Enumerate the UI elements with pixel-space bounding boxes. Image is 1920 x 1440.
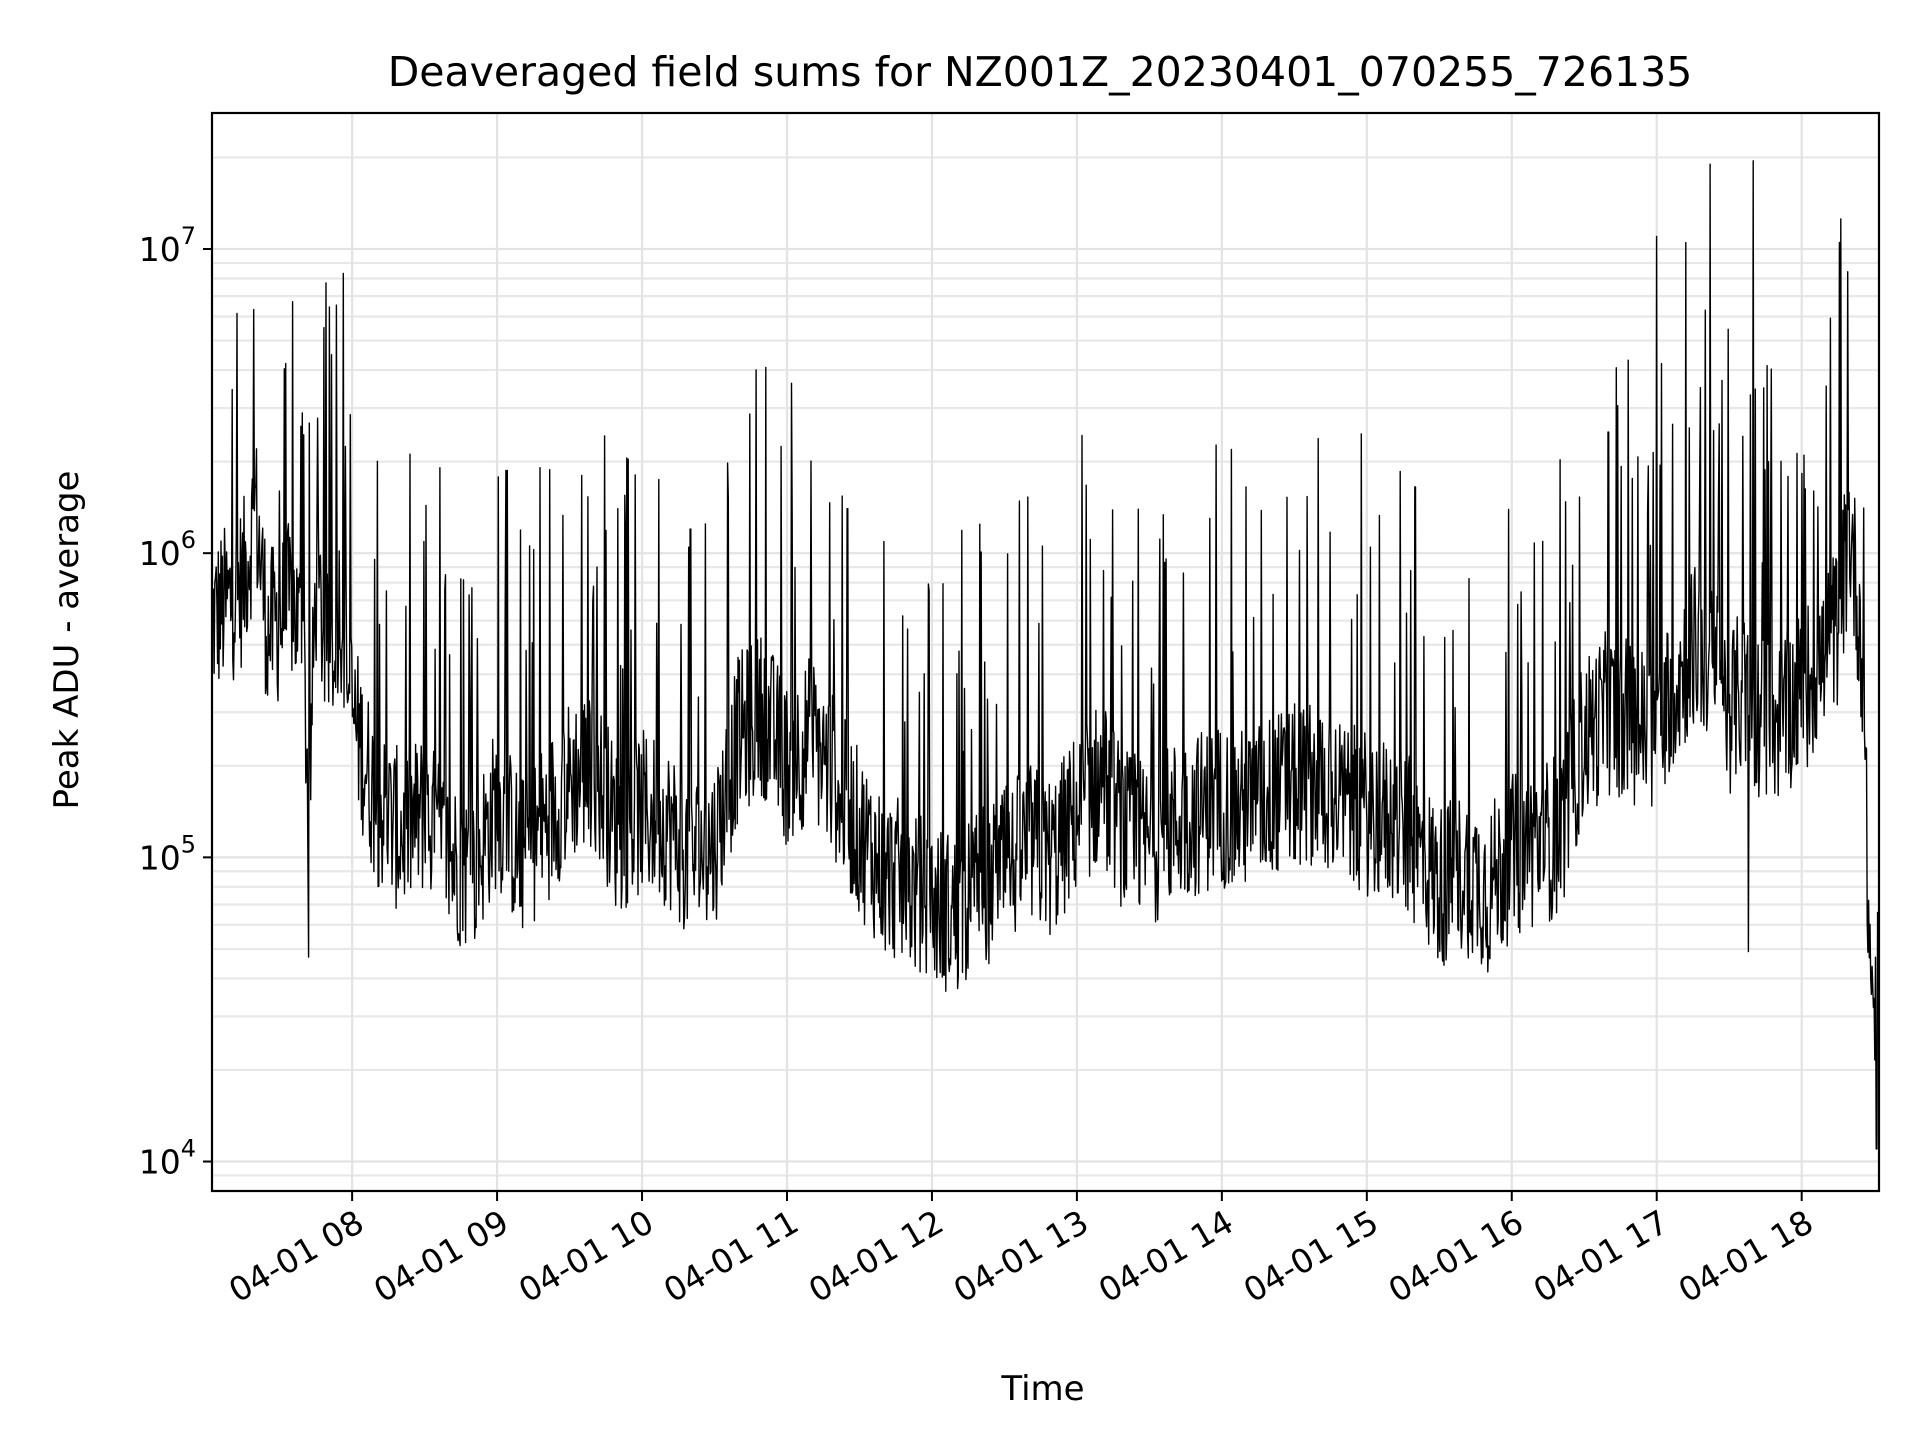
grid: [212, 113, 1879, 1193]
x-tick-label: 04-01 12: [802, 1202, 950, 1310]
x-tick-label: 04-01 16: [1382, 1202, 1530, 1310]
x-tick-label: 04-01 10: [512, 1202, 660, 1310]
y-axis-label: Peak ADU - average: [47, 471, 87, 810]
y-tick-label: 107: [139, 222, 196, 269]
x-tick-label: 04-01 09: [367, 1202, 515, 1310]
x-tick-label: 04-01 18: [1672, 1202, 1820, 1310]
x-tick-label: 04-01 11: [657, 1202, 805, 1310]
y-tick-label: 106: [139, 526, 196, 573]
x-axis-label: Time: [1000, 1369, 1084, 1409]
y-tick-label: 104: [139, 1135, 196, 1182]
chart-title: Deaveraged field sums for NZ001Z_2023040…: [388, 48, 1693, 96]
y-tick-label: 105: [139, 830, 196, 877]
x-tick-label: 04-01 13: [947, 1202, 1095, 1310]
x-tick-label: 04-01 14: [1092, 1202, 1240, 1310]
x-tick-label: 04-01 08: [222, 1202, 370, 1310]
data-trace: [211, 160, 1880, 1150]
x-tick-label: 04-01 17: [1527, 1202, 1675, 1310]
plot-frame: [210, 111, 1881, 1193]
y-axis-ticks: 104 105 106 107: [139, 222, 212, 1182]
x-tick-label: 04-01 15: [1237, 1202, 1385, 1310]
